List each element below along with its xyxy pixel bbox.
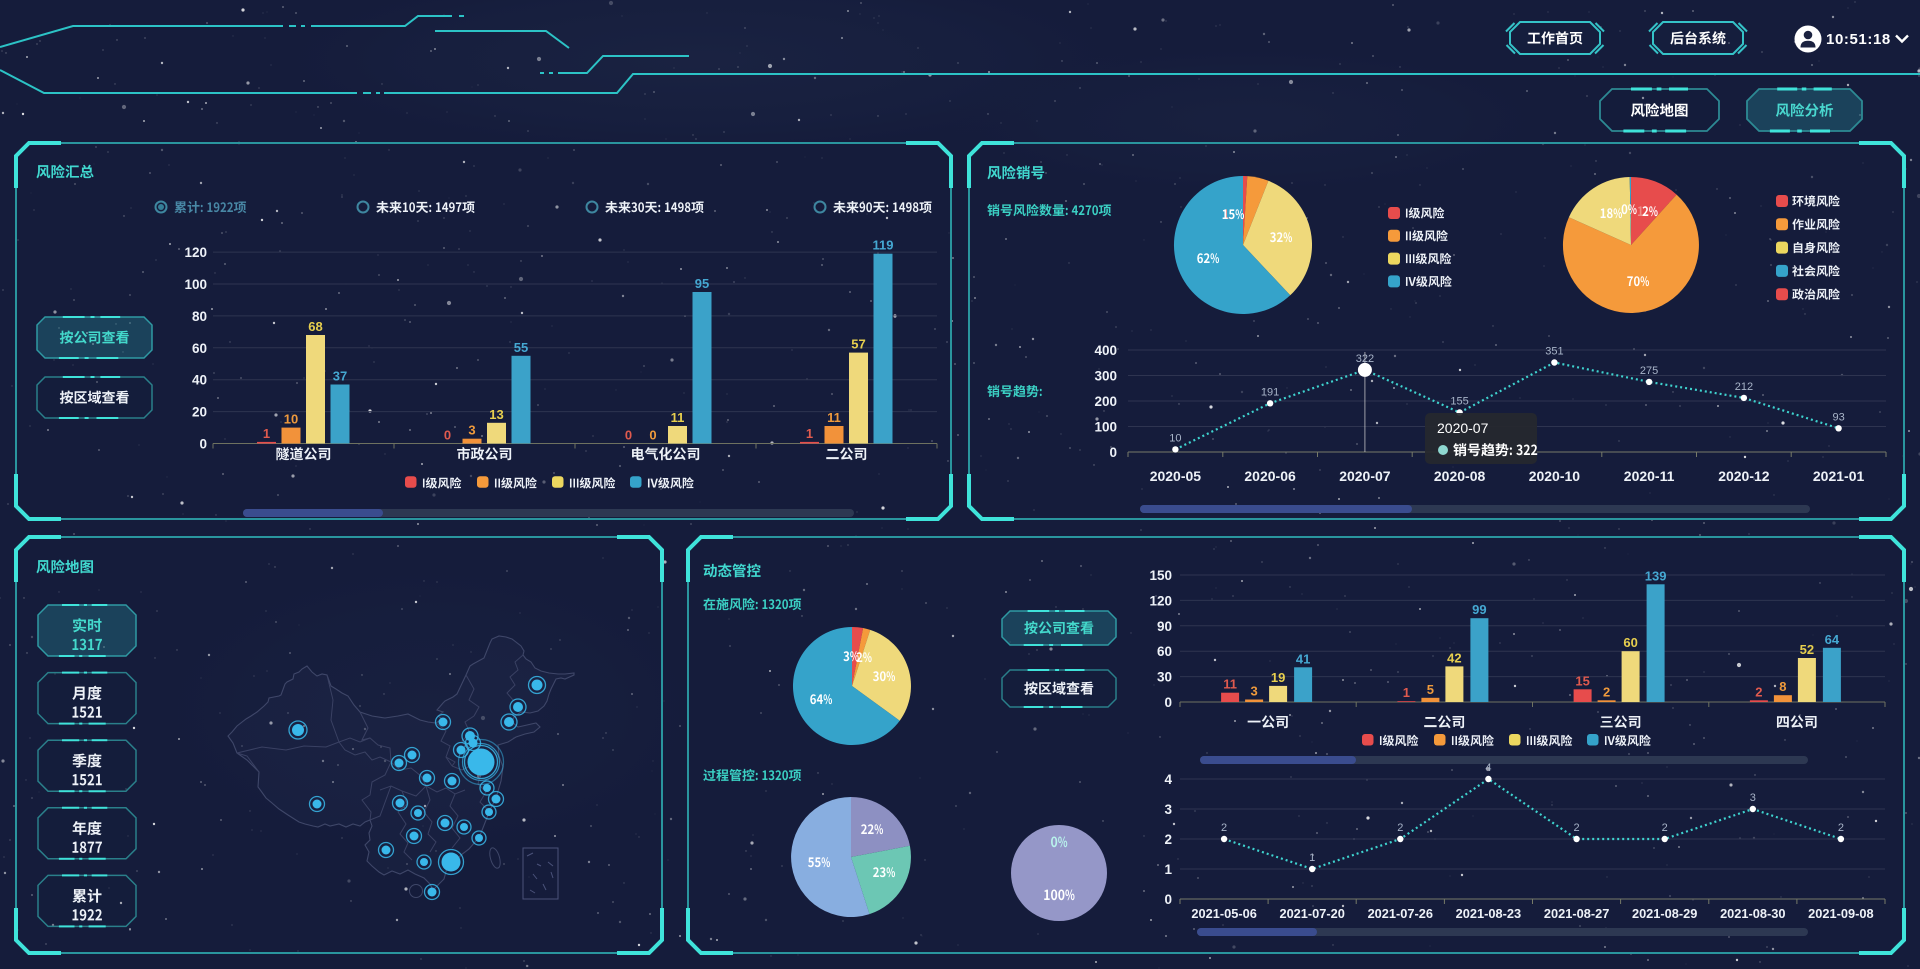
svg-text:322: 322 — [1356, 353, 1374, 365]
svg-text:52: 52 — [1800, 642, 1814, 657]
svg-text:2020-07: 2020-07 — [1339, 468, 1391, 484]
svg-text:3: 3 — [468, 423, 475, 438]
svg-text:1: 1 — [263, 426, 270, 441]
svg-text:100: 100 — [1094, 420, 1117, 435]
svg-text:60: 60 — [192, 341, 207, 356]
svg-text:2020-11: 2020-11 — [1624, 468, 1675, 484]
svg-text:3: 3 — [1250, 684, 1257, 699]
svg-text:2021-07-20: 2021-07-20 — [1279, 906, 1344, 921]
svg-text:2: 2 — [1662, 822, 1668, 834]
svg-text:30: 30 — [1157, 670, 1172, 685]
svg-text:0: 0 — [1164, 892, 1172, 907]
svg-text:400: 400 — [1094, 343, 1117, 358]
svg-text:2020-10: 2020-10 — [1529, 468, 1581, 484]
svg-text:300: 300 — [1094, 369, 1117, 384]
svg-text:8: 8 — [1779, 679, 1786, 694]
svg-text:99: 99 — [1472, 602, 1486, 617]
svg-text:1: 1 — [1309, 852, 1315, 864]
svg-text:0: 0 — [199, 437, 207, 452]
svg-text:2021-08-27: 2021-08-27 — [1544, 906, 1609, 921]
svg-text:1: 1 — [1164, 862, 1172, 877]
svg-text:41: 41 — [1296, 651, 1310, 666]
svg-text:0: 0 — [1109, 445, 1117, 460]
svg-text:2021-09-08: 2021-09-08 — [1808, 906, 1873, 921]
svg-text:2021-08-23: 2021-08-23 — [1456, 906, 1521, 921]
svg-text:150: 150 — [1149, 568, 1172, 583]
svg-text:2020-07: 2020-07 — [1437, 420, 1489, 436]
svg-text:2021-01: 2021-01 — [1813, 468, 1865, 484]
svg-text:212: 212 — [1735, 381, 1753, 393]
svg-text:0: 0 — [444, 428, 451, 443]
svg-text:1: 1 — [1403, 685, 1410, 700]
svg-text:64: 64 — [1825, 632, 1840, 647]
svg-text:2: 2 — [1574, 822, 1580, 834]
svg-text:10: 10 — [284, 412, 298, 427]
svg-text:275: 275 — [1640, 365, 1658, 377]
svg-text:1: 1 — [806, 426, 813, 441]
svg-text:11: 11 — [827, 410, 841, 425]
svg-text:2020-12: 2020-12 — [1718, 468, 1770, 484]
svg-text:11: 11 — [1223, 677, 1237, 692]
svg-text:19: 19 — [1271, 670, 1285, 685]
svg-text:2021-08-30: 2021-08-30 — [1720, 906, 1785, 921]
svg-text:11: 11 — [671, 410, 685, 425]
svg-text:20: 20 — [192, 405, 207, 420]
svg-text:93: 93 — [1832, 411, 1844, 423]
svg-text:100: 100 — [184, 277, 207, 292]
svg-text:139: 139 — [1645, 568, 1667, 583]
svg-text:60: 60 — [1623, 635, 1637, 650]
svg-text:5: 5 — [1427, 682, 1434, 697]
svg-text:2: 2 — [1164, 832, 1172, 847]
svg-text:2020-06: 2020-06 — [1244, 468, 1296, 484]
svg-text:191: 191 — [1261, 386, 1279, 398]
svg-text:3: 3 — [1750, 792, 1756, 804]
svg-text:3: 3 — [1164, 802, 1172, 817]
svg-text:10: 10 — [1169, 432, 1181, 444]
svg-text:80: 80 — [192, 309, 207, 324]
svg-text:2: 2 — [1221, 822, 1227, 834]
svg-text:2: 2 — [1838, 822, 1844, 834]
svg-text:55: 55 — [514, 340, 528, 355]
svg-text:155: 155 — [1450, 396, 1468, 408]
svg-text:351: 351 — [1545, 346, 1563, 358]
svg-text:13: 13 — [489, 407, 503, 422]
svg-text:2: 2 — [1397, 822, 1403, 834]
svg-text:2: 2 — [1603, 684, 1610, 699]
svg-text:119: 119 — [873, 238, 894, 253]
svg-text:2020-08: 2020-08 — [1434, 468, 1486, 484]
svg-text:0: 0 — [649, 428, 656, 443]
svg-text:10:51:18: 10:51:18 — [1826, 31, 1891, 48]
svg-text:120: 120 — [1149, 593, 1172, 608]
svg-text:4: 4 — [1485, 762, 1491, 774]
svg-text:0: 0 — [1164, 695, 1172, 710]
svg-text:42: 42 — [1447, 650, 1461, 665]
svg-text:57: 57 — [851, 337, 865, 352]
svg-text:68: 68 — [308, 319, 322, 334]
svg-text:2020-05: 2020-05 — [1150, 468, 1202, 484]
svg-text:60: 60 — [1157, 644, 1172, 659]
svg-text:37: 37 — [333, 369, 347, 384]
svg-text:0: 0 — [625, 428, 632, 443]
svg-text:120: 120 — [184, 245, 207, 260]
svg-text:4: 4 — [1164, 772, 1172, 787]
svg-text:90: 90 — [1157, 619, 1172, 634]
svg-text:2021-05-06: 2021-05-06 — [1191, 906, 1256, 921]
svg-text:2021-08-29: 2021-08-29 — [1632, 906, 1697, 921]
svg-text:40: 40 — [192, 373, 207, 388]
svg-text:15: 15 — [1575, 673, 1589, 688]
svg-text:95: 95 — [695, 276, 709, 291]
svg-text:2: 2 — [1755, 684, 1762, 699]
svg-text:2021-07-26: 2021-07-26 — [1368, 906, 1433, 921]
svg-text:200: 200 — [1094, 394, 1117, 409]
